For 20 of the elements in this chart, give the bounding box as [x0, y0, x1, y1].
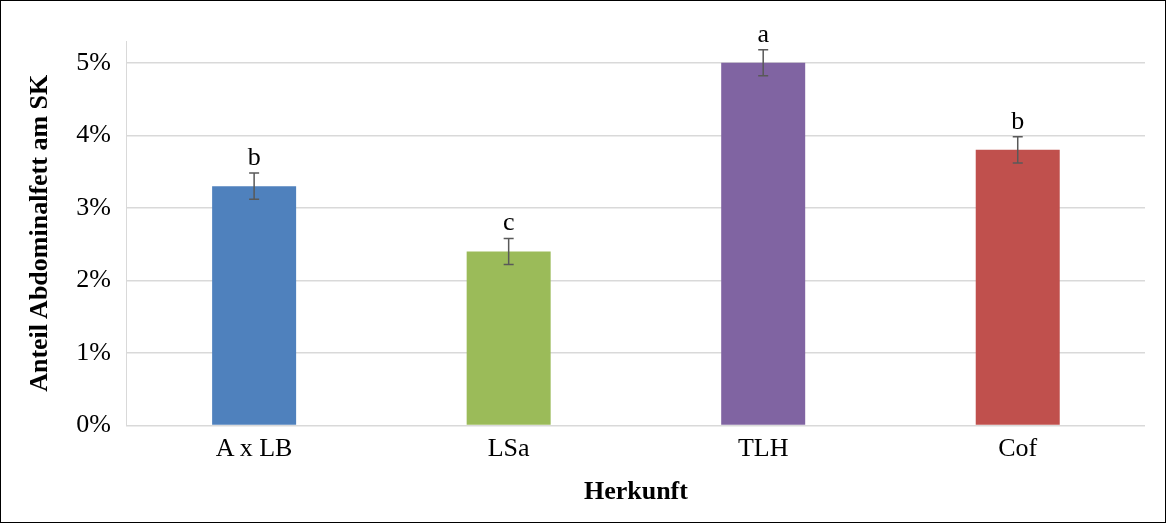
annotation: b [1011, 105, 1025, 135]
bar [466, 251, 551, 425]
y-tick-label: 2% [76, 264, 111, 294]
x-tick-label: A x LB [215, 433, 293, 463]
x-tick-label: LSa [487, 433, 531, 463]
bar [721, 62, 806, 425]
y-tick-label: 4% [76, 119, 111, 149]
x-tick-label: Cof [998, 433, 1038, 463]
bar [975, 149, 1060, 425]
bar [212, 186, 297, 425]
y-tick-label: 1% [76, 336, 111, 366]
x-tick-label: TLH [737, 433, 789, 463]
y-axis-title: Anteil Abdominalfett am SK [24, 74, 54, 392]
y-tick-label: 5% [76, 46, 111, 76]
x-axis-title: Herkunft [583, 476, 689, 506]
annotation: a [757, 18, 770, 48]
y-tick-label: 0% [76, 409, 111, 439]
annotation: c [502, 207, 515, 237]
y-tick-label: 3% [76, 191, 111, 221]
annotation: b [247, 141, 261, 171]
